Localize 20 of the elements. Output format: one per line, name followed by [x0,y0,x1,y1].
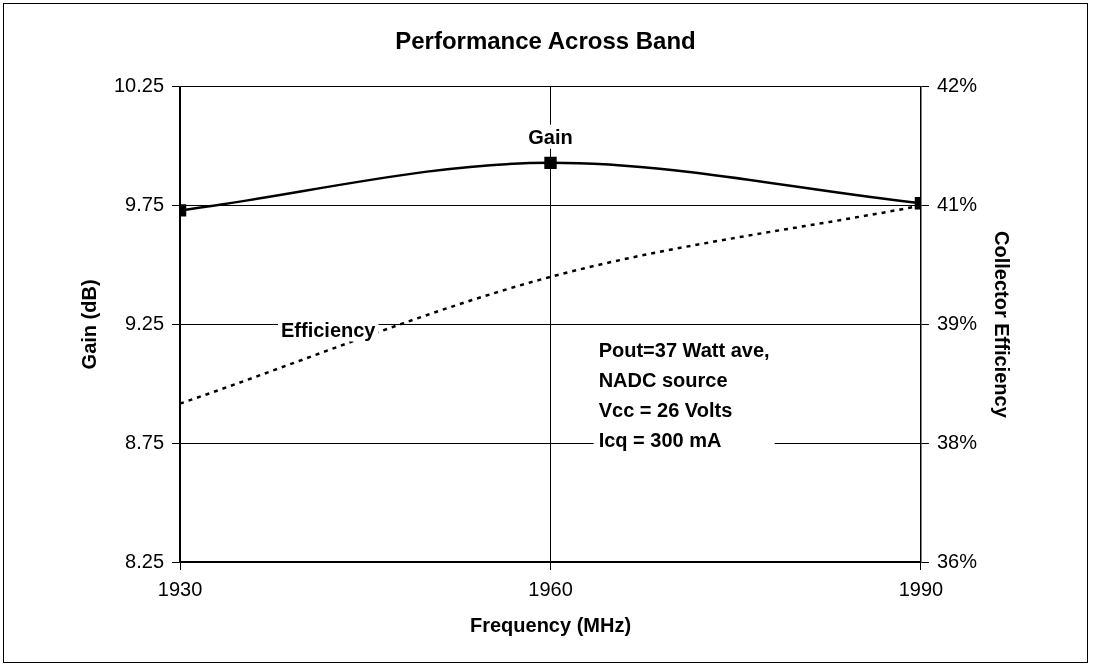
y2-tick-label: 38% [936,430,978,453]
x-tick-label: 1990 [898,577,944,600]
y-tick-label: 9.25 [125,311,165,334]
y2-tick-label: 42% [936,74,978,97]
chart-title: Performance Across Band [395,27,696,55]
y-tick-label: 8.25 [125,549,165,572]
series-label: Gain [528,126,573,149]
x-axis-title: Frequency (MHz) [469,613,632,636]
y2-tick-label: 39% [936,311,978,334]
y-tick-label: 10.25 [113,74,165,97]
x-tick-label: 1930 [157,577,203,600]
annotation: Pout=37 Watt ave, NADC source Vcc = 26 Volts Icq = 300 mA [598,338,770,451]
y2-tick-label: 41% [936,193,978,216]
y-tick-label: 9.75 [125,193,165,216]
y-axis-title: Gain (dB) [77,279,100,370]
y-tick-label: 8.75 [125,430,165,453]
y2-tick-label: 36% [936,549,978,572]
series-label: Efficiency [280,319,377,342]
x-tick-label: 1960 [528,577,573,600]
y2-axis-title: Collector Efficiency [991,231,1014,419]
